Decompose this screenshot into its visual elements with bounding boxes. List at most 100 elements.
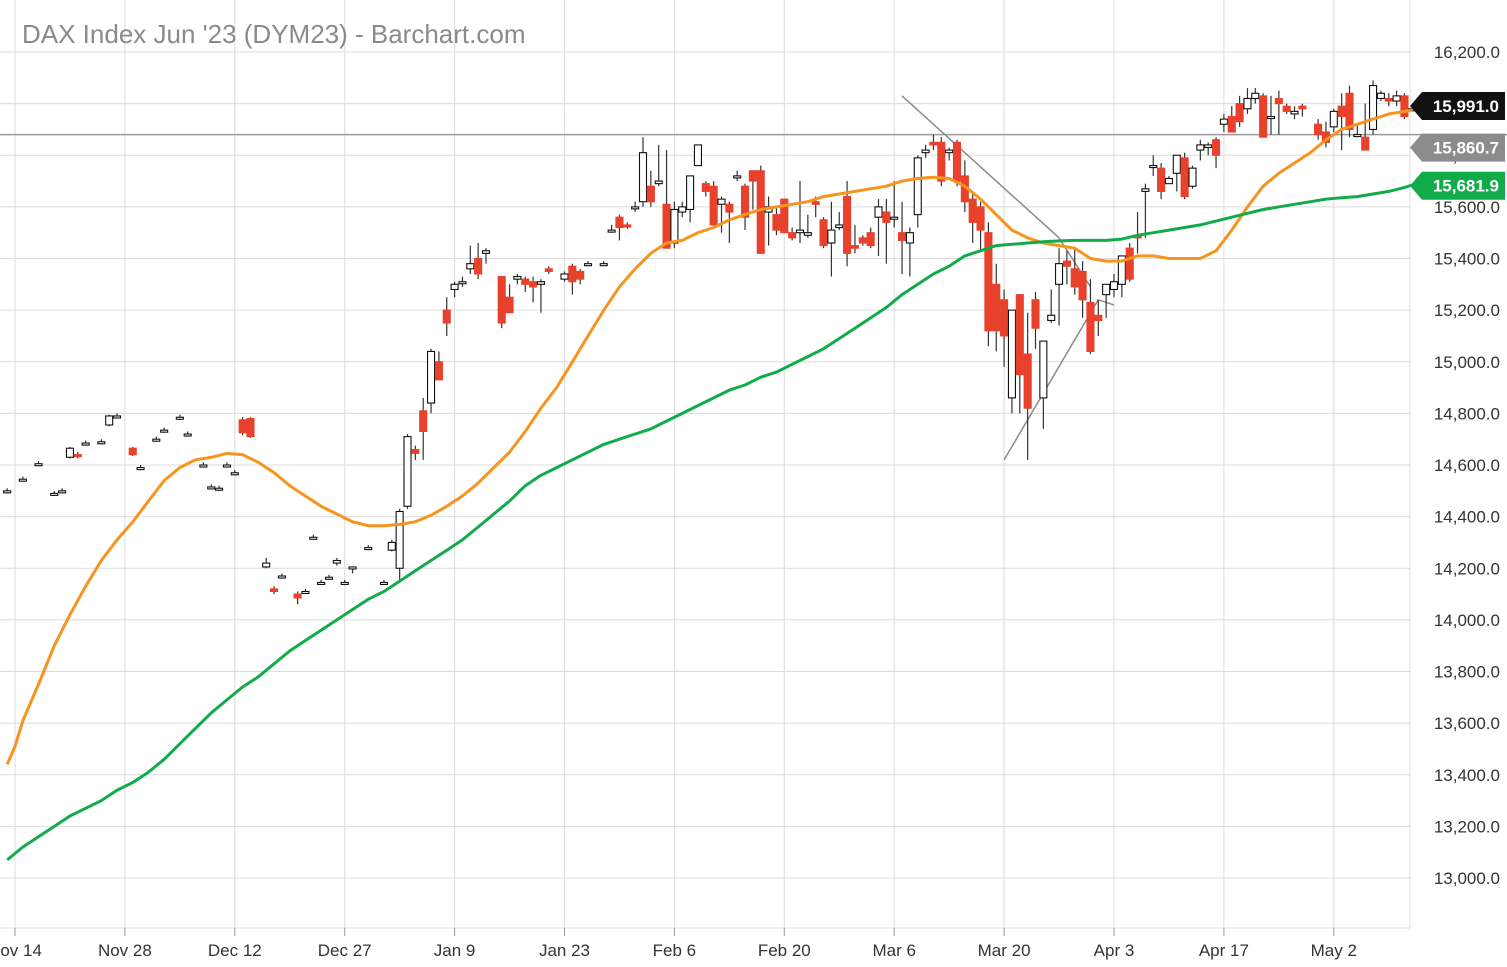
x-tick-label: Dec 27	[318, 941, 372, 960]
candle	[1125, 243, 1134, 282]
candle	[152, 436, 161, 442]
grid	[0, 0, 1411, 929]
candle-body	[795, 229, 805, 234]
candle-body	[638, 152, 648, 203]
candle	[1157, 162, 1166, 200]
candle	[65, 446, 74, 459]
candle	[34, 461, 43, 467]
candle-body	[1337, 105, 1346, 118]
candle-body	[529, 281, 538, 288]
candle-body	[277, 575, 286, 579]
candle-body	[1251, 92, 1260, 100]
candle	[419, 397, 428, 460]
candle	[913, 155, 922, 228]
candle	[434, 351, 443, 381]
candle	[1149, 155, 1158, 176]
candle	[1180, 152, 1189, 200]
y-tick-label: 14,800.0	[1434, 404, 1500, 423]
candle-body	[1172, 154, 1181, 174]
candle-body	[1109, 281, 1119, 291]
candle-body	[662, 203, 671, 249]
candle-body	[1266, 115, 1276, 120]
candle-body	[364, 547, 373, 551]
candle	[662, 150, 671, 249]
candle-body	[678, 206, 687, 213]
candle	[678, 201, 687, 218]
candle-body	[874, 206, 883, 218]
x-tick-label: Mar 6	[872, 941, 915, 960]
candle-body	[772, 214, 781, 231]
candle	[1000, 289, 1009, 367]
candle-body	[317, 581, 326, 585]
candle	[1227, 106, 1236, 133]
candle-body	[481, 250, 491, 254]
candle-body	[419, 410, 428, 432]
candle-body	[929, 141, 938, 146]
candle	[576, 268, 585, 285]
y-tick-label: 13,800.0	[1434, 663, 1500, 682]
candle-body	[890, 216, 899, 220]
candle-body	[1023, 353, 1032, 409]
candle	[1282, 103, 1291, 114]
candle-body	[686, 175, 695, 211]
candle-body	[207, 486, 216, 490]
candle	[207, 484, 216, 490]
candle	[568, 263, 577, 295]
candle-body	[819, 219, 828, 247]
y-tick-label: 13,000.0	[1434, 869, 1500, 888]
y-tick-label: 15,600.0	[1434, 198, 1500, 217]
candle-body	[913, 157, 922, 216]
candle	[105, 414, 114, 427]
candle	[850, 224, 860, 254]
candle	[1259, 93, 1268, 138]
candle	[1039, 340, 1048, 429]
candle	[599, 261, 608, 267]
candle	[1109, 273, 1119, 298]
candle-body	[536, 281, 546, 285]
candle-body	[97, 441, 106, 445]
candle	[1251, 88, 1260, 104]
candle	[654, 144, 663, 187]
candle-body	[1078, 270, 1087, 301]
candle-body	[3, 490, 12, 494]
candle	[740, 183, 750, 231]
candle-body	[843, 196, 852, 254]
candle-body	[756, 170, 765, 254]
candle	[262, 557, 271, 569]
candle-body	[788, 232, 797, 239]
candle	[1345, 85, 1354, 138]
candle	[73, 452, 82, 459]
candle-body	[1149, 165, 1158, 169]
candle-body	[521, 278, 530, 285]
y-tick-label: 14,400.0	[1434, 508, 1500, 527]
price-tag-shape	[1410, 91, 1505, 120]
x-tick-label: Apr 3	[1094, 941, 1135, 960]
candle	[113, 413, 122, 419]
candle	[301, 588, 310, 595]
candle	[136, 465, 145, 471]
candle	[725, 201, 734, 244]
y-axis: 13,000.0 13,200.0 13,400.0 13,600.0 13,800.0…	[1434, 43, 1500, 888]
candle	[1164, 175, 1173, 185]
candle	[1078, 261, 1087, 318]
candle-body	[1141, 188, 1150, 192]
candle	[764, 196, 773, 246]
candle-body	[58, 490, 67, 494]
candle	[246, 417, 255, 438]
x-tick-label: May 2	[1311, 941, 1357, 960]
candle-body	[717, 198, 726, 205]
candle-body	[1062, 260, 1071, 267]
candle-body	[897, 232, 907, 241]
candle-body	[1086, 301, 1095, 352]
candle	[1196, 139, 1205, 161]
candle-body	[631, 206, 640, 210]
candle	[952, 139, 962, 187]
candle-body	[18, 478, 27, 482]
candle-body	[984, 232, 993, 332]
candle	[748, 170, 757, 210]
candle-body	[560, 273, 569, 280]
candle-body	[105, 415, 114, 426]
candle	[387, 539, 396, 552]
candle-body	[332, 559, 341, 564]
price-tag: 15,991.0	[1410, 91, 1505, 120]
